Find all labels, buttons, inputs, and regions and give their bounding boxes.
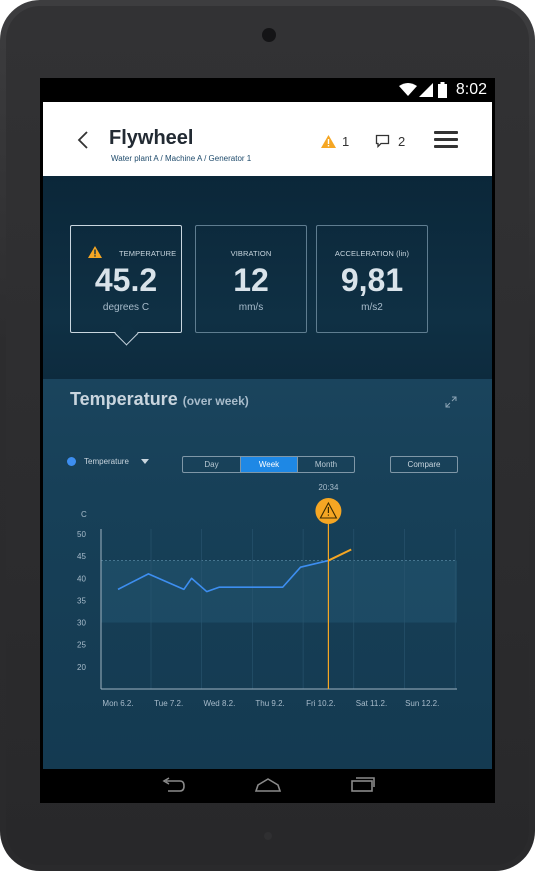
- x-tick-label: Fri 10.2.: [306, 699, 335, 708]
- metric-value: 9,81: [340, 262, 404, 298]
- y-tick-label: 25: [77, 641, 86, 650]
- home-nav-icon[interactable]: [254, 777, 282, 793]
- temperature-section: Temperature (over week) Temperature Day …: [43, 379, 492, 769]
- metric-unit: mm/s: [238, 302, 264, 313]
- metric-value: 12: [233, 262, 269, 298]
- series-selector[interactable]: Temperature: [67, 457, 149, 466]
- metric-label: VIBRATION: [230, 249, 272, 258]
- x-tick-label: Mon 6.2.: [102, 699, 133, 708]
- menu-icon[interactable]: [434, 131, 458, 149]
- metric-label: ACCELERATION (lin): [334, 249, 410, 258]
- metric-card-acceleration[interactable]: ACCELERATION (lin) 9,81 m/s2: [316, 225, 428, 333]
- alert-count: 1: [342, 133, 350, 149]
- expand-icon[interactable]: [445, 396, 457, 408]
- wifi-icon: [399, 83, 417, 96]
- main-content: TEMPERATURE 45.2 degrees C VIBRATION 12 …: [43, 176, 492, 769]
- metric-unit: degrees C: [102, 302, 150, 313]
- metric-unit: m/s2: [361, 302, 383, 313]
- chevron-down-icon: [140, 459, 149, 464]
- range-week-button[interactable]: Week: [241, 457, 297, 472]
- recent-apps-icon[interactable]: [350, 775, 376, 793]
- section-subtitle: (over week): [182, 394, 249, 408]
- alerts-button[interactable]: 1: [321, 132, 349, 150]
- comment-icon: [375, 134, 390, 148]
- x-tick-label: Wed 8.2.: [203, 699, 235, 708]
- signal-icon: [419, 83, 433, 97]
- y-axis-label: C: [81, 510, 87, 519]
- front-camera: [262, 28, 276, 42]
- forecast-line: [327, 548, 352, 562]
- metric-card-temperature[interactable]: TEMPERATURE 45.2 degrees C: [70, 225, 182, 333]
- series-line-temperature: [117, 559, 329, 593]
- app-header: Flywheel Water plant A / Machine A / Gen…: [43, 102, 492, 176]
- section-title-text: Temperature: [70, 389, 178, 409]
- comment-count: 2: [398, 133, 406, 149]
- page-title: Flywheel: [109, 127, 194, 149]
- y-tick-label: 30: [77, 619, 86, 628]
- back-nav-icon[interactable]: [160, 777, 186, 793]
- warning-icon-bar: [327, 507, 330, 513]
- screen: 8:02 Flywheel Water plant A / Machine A …: [40, 78, 495, 803]
- x-tick-label: Tue 7.2.: [154, 699, 183, 708]
- range-toggle: Day Week Month: [182, 456, 355, 473]
- range-month-button[interactable]: Month: [297, 457, 354, 472]
- normal-range-band: [101, 560, 457, 623]
- metric-value: 45.2: [94, 262, 158, 298]
- series-color-dot: [67, 457, 76, 466]
- clock: 8:02: [455, 81, 487, 98]
- metric-card-vibration[interactable]: VIBRATION 12 mm/s: [195, 225, 307, 333]
- series-label: Temperature: [84, 457, 129, 466]
- warning-icon: [88, 246, 102, 258]
- x-tick-label: Sat 11.2.: [356, 699, 387, 708]
- y-tick-label: 40: [77, 574, 86, 583]
- section-title: Temperature (over week): [70, 389, 249, 410]
- metrics-panel: TEMPERATURE 45.2 degrees C VIBRATION 12 …: [43, 176, 492, 379]
- alert-marker-time: 20:34: [318, 483, 339, 492]
- warning-icon: [321, 134, 336, 148]
- warning-icon: [319, 501, 338, 519]
- home-sensor: [264, 832, 272, 840]
- y-tick-label: 50: [77, 530, 86, 539]
- compare-button[interactable]: Compare: [390, 456, 458, 473]
- status-bar: 8:02: [40, 78, 495, 102]
- comments-button[interactable]: 2: [375, 132, 405, 150]
- battery-icon: [438, 82, 447, 98]
- metric-label: TEMPERATURE: [119, 249, 177, 258]
- range-day-button[interactable]: Day: [183, 457, 241, 472]
- breadcrumb[interactable]: Water plant A / Machine A / Generator 1: [111, 154, 252, 163]
- y-tick-label: 45: [77, 552, 86, 561]
- android-nav-bar: [40, 769, 495, 803]
- y-tick-label: 35: [77, 596, 86, 605]
- back-arrow-icon[interactable]: [77, 130, 89, 150]
- x-tick-label: Sun 12.2.: [405, 699, 439, 708]
- temperature-chart: C 20 25 30 35 40 45 50 Mon 6.2. Tue 7.2. Wed 8.2. T…: [77, 483, 457, 708]
- y-tick-label: 20: [77, 663, 86, 672]
- x-tick-label: Thu 9.2.: [255, 699, 284, 708]
- warning-icon-dot: [327, 514, 330, 516]
